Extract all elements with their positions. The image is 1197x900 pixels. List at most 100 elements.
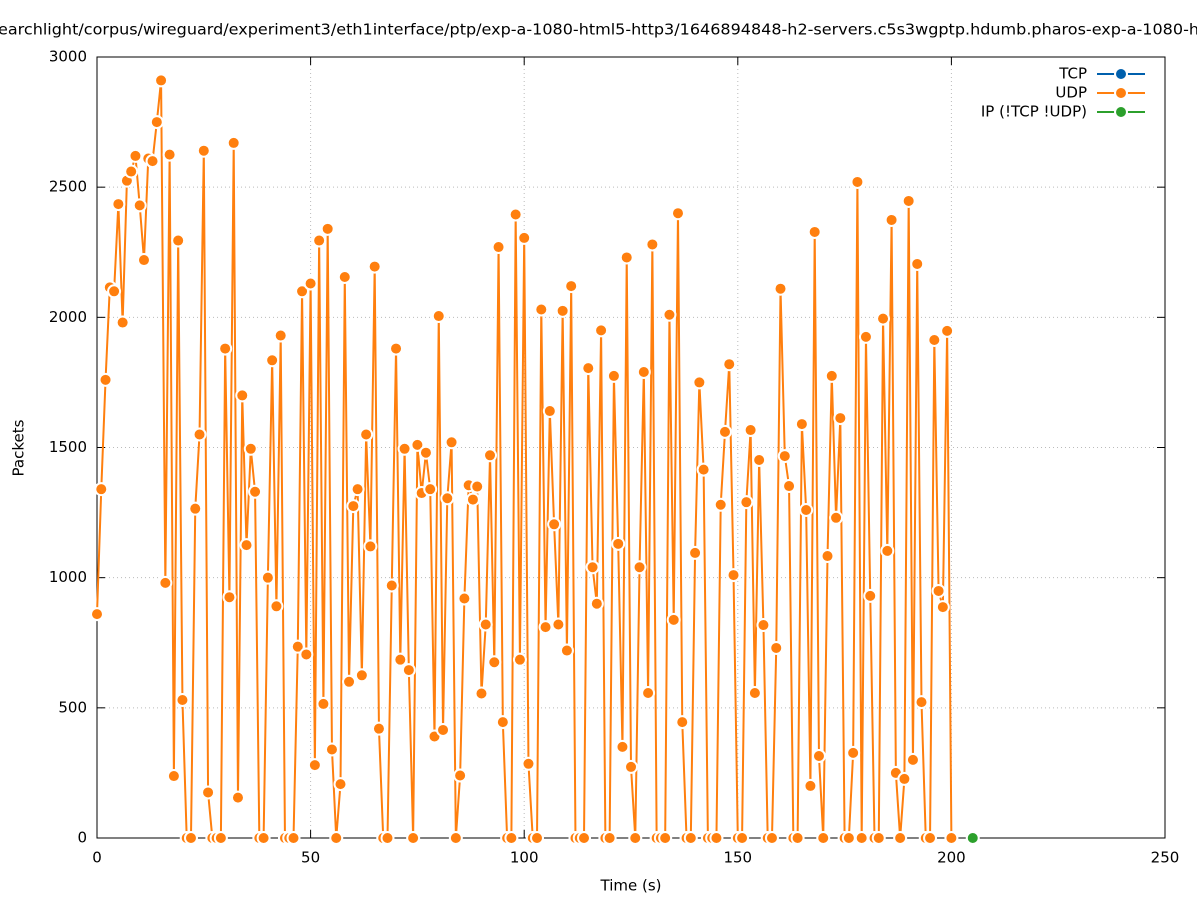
data-point [559,643,574,658]
data-point [756,618,771,633]
data-point [752,452,767,467]
data-point [577,831,592,845]
data-point [487,655,502,670]
legend-label: TCP [1058,65,1087,83]
data-point [188,501,203,516]
data-line [96,80,953,839]
data-point [410,437,425,452]
y-tick-label: 3000 [49,48,87,66]
data-point [192,427,207,442]
data-point [636,365,651,380]
data-point [743,423,758,438]
data-point [666,612,681,627]
data-point [295,284,310,299]
data-point [833,411,848,426]
data-point [645,237,660,252]
data-point [333,777,348,792]
y-tick-label: 0 [77,829,87,847]
data-point [423,482,438,497]
data-point [931,583,946,598]
data-point [440,491,455,506]
data-point [248,484,263,499]
data-point [641,685,656,700]
data-point [320,221,335,236]
data-point [218,341,233,356]
data-point [858,329,873,344]
data-point [98,372,113,387]
data-point [453,768,468,783]
data-point [94,482,109,497]
data-point [132,198,147,213]
data-point [880,543,895,558]
data-point [354,668,369,683]
x-tick-label: 100 [510,849,539,867]
data-point [517,230,532,245]
data-point [670,206,685,221]
x-tick-label: 50 [301,849,320,867]
data-point [683,831,698,845]
data-point [436,722,451,737]
data-point [940,323,955,338]
data-point [811,748,826,763]
data-point [196,143,211,158]
data-point [717,424,732,439]
data-point [944,831,959,845]
legend-marker [1114,105,1128,119]
data-point [632,560,647,575]
data-point [286,831,301,845]
data-point [457,591,472,606]
data-point [611,536,626,551]
data-point [713,497,728,512]
legend-marker [1114,67,1128,81]
x-tick-label: 0 [92,849,102,867]
data-point [183,831,198,845]
data-point [359,427,374,442]
data-point [884,212,899,227]
data-point [107,284,122,299]
data-point [602,831,617,845]
data-point [337,269,352,284]
data-point [303,276,318,291]
data-point [201,785,216,800]
data-point [154,73,169,88]
data-point [807,224,822,239]
data-point [222,590,237,605]
data-point [371,721,386,736]
data-point [508,207,523,222]
data-point [521,756,536,771]
data-point [243,441,258,456]
data-point [846,745,861,760]
data-point [534,302,549,317]
data-point [329,831,344,845]
data-point [342,674,357,689]
data-point [162,147,177,162]
data-point [841,831,856,845]
data-point [589,596,604,611]
data-point [213,831,228,845]
data-point [149,115,164,130]
data-point [128,148,143,163]
data-point [696,462,711,477]
data-point [581,361,596,376]
data-point [406,831,421,845]
data-point [158,575,173,590]
y-tick-label: 2500 [49,178,87,196]
data-point [893,831,908,845]
y-tick-label: 1000 [49,568,87,586]
data-point [876,311,891,326]
data-point [829,510,844,525]
data-point [346,499,361,514]
data-point [265,353,280,368]
data-point [688,545,703,560]
data-point [474,686,489,701]
data-point [124,164,139,179]
data-point [555,303,570,318]
data-point [397,441,412,456]
data-point [393,652,408,667]
data-point [773,281,788,296]
data-point [260,570,275,585]
x-tick-label: 150 [723,849,752,867]
data-point [739,495,754,510]
legend-label: IP (!TCP !UDP) [981,103,1087,121]
